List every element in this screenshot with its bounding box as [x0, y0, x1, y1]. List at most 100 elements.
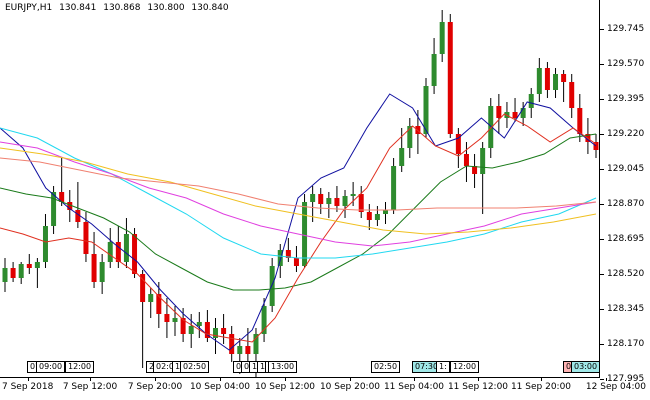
event-marker[interactable]: 13:00 [268, 361, 298, 373]
candle [123, 218, 129, 268]
price-label: 128.520 [607, 269, 645, 279]
candle [229, 326, 235, 362]
candle [334, 186, 340, 212]
time-label: 10 Sep 20:00 [319, 382, 381, 392]
candle [536, 58, 542, 102]
time-tick [478, 378, 479, 381]
time-label: 12 Sep 04:00 [585, 382, 646, 392]
candle [439, 10, 445, 62]
time-label: 7 Sep 12:00 [62, 382, 118, 392]
candle [107, 228, 113, 268]
candle [553, 68, 559, 98]
moving-average-line [0, 157, 597, 211]
candle [561, 70, 567, 102]
price-label: 129.570 [607, 59, 645, 69]
candle [59, 158, 65, 206]
event-marker[interactable]: 09:00 [36, 361, 66, 373]
candle [42, 214, 48, 268]
candle [391, 158, 397, 214]
moving-average-line [0, 127, 597, 259]
candle [342, 190, 348, 218]
candle [318, 188, 324, 214]
candle [374, 206, 380, 226]
event-marker[interactable]: 03:00 [571, 361, 601, 373]
time-label: 7 Sep 2018 [2, 382, 54, 392]
candle [51, 186, 57, 234]
price-label: 129.745 [607, 24, 645, 34]
price-axis: 129.745 129.570 129.395 129.220 129.045 128.8… [600, 0, 650, 400]
time-axis: 7 Sep 2018 7 Sep 12:00 7 Sep 20:00 10 Sep 0… [0, 378, 650, 400]
candle [358, 186, 364, 218]
price-chart[interactable] [0, 0, 600, 378]
price-tick [600, 64, 604, 65]
time-tick [414, 378, 415, 381]
price-tick [600, 99, 604, 100]
time-tick [90, 378, 91, 381]
candle [520, 102, 526, 126]
candle [496, 94, 502, 134]
candle [463, 142, 469, 182]
candle [75, 182, 81, 228]
close-value: 130.840 [191, 3, 229, 13]
open-value: 130.841 [59, 3, 97, 13]
low-value: 130.800 [147, 3, 185, 13]
price-tick [600, 204, 604, 205]
price-label: 129.045 [607, 164, 645, 174]
time-tick [350, 378, 351, 381]
time-label: 10 Sep 12:00 [254, 382, 316, 392]
event-marker[interactable]: 02:50 [371, 361, 401, 373]
moving-average-line [0, 113, 597, 343]
time-label: 10 Sep 04:00 [189, 382, 251, 392]
symbol-label: EURJPY,H1 [5, 3, 53, 13]
candle [221, 314, 227, 344]
time-tick [28, 378, 29, 381]
candle [383, 202, 389, 224]
price-tick [600, 29, 604, 30]
price-tick [600, 379, 604, 380]
price-tick [600, 169, 604, 170]
chart-area[interactable]: EURJPY,H1 130.841 130.868 130.800 130.84… [0, 0, 600, 378]
candle [577, 94, 583, 142]
price-tick [600, 274, 604, 275]
moving-average-line [0, 141, 597, 247]
candle [2, 258, 8, 292]
candle [407, 118, 413, 158]
candle [188, 314, 194, 348]
candle [91, 232, 97, 288]
candle [455, 128, 461, 168]
time-label: 11 Sep 04:00 [383, 382, 445, 392]
high-value: 130.868 [103, 3, 141, 13]
candle [172, 306, 178, 336]
candle [366, 204, 372, 230]
candle [350, 182, 356, 206]
price-label: 128.870 [607, 199, 645, 209]
candle [399, 128, 405, 172]
time-tick [220, 378, 221, 381]
candle [140, 270, 146, 368]
time-label: 7 Sep 20:00 [127, 382, 183, 392]
moving-average-line [0, 93, 597, 351]
candle [99, 254, 105, 294]
candle [67, 190, 73, 222]
price-label: 128.695 [607, 234, 645, 244]
candle [480, 142, 486, 214]
candle [544, 62, 550, 98]
event-marker[interactable]: 12:00 [450, 361, 480, 373]
candle [18, 262, 24, 284]
time-tick [541, 378, 542, 381]
event-marker[interactable]: 02:50 [180, 361, 210, 373]
moving-average-line [0, 133, 597, 291]
candle [472, 154, 478, 188]
event-marker[interactable]: 12:00 [65, 361, 95, 373]
candle [512, 98, 518, 122]
price-label: 129.395 [607, 94, 645, 104]
event-marker[interactable]: 1: [436, 361, 450, 373]
symbol-header: EURJPY,H1 130.841 130.868 130.800 130.84… [5, 3, 233, 13]
candle [285, 238, 291, 262]
candle [156, 282, 162, 328]
candle [302, 194, 308, 268]
price-label: 128.170 [607, 339, 645, 349]
price-tick [600, 344, 604, 345]
moving-average-line [0, 147, 597, 235]
candle [569, 74, 575, 118]
